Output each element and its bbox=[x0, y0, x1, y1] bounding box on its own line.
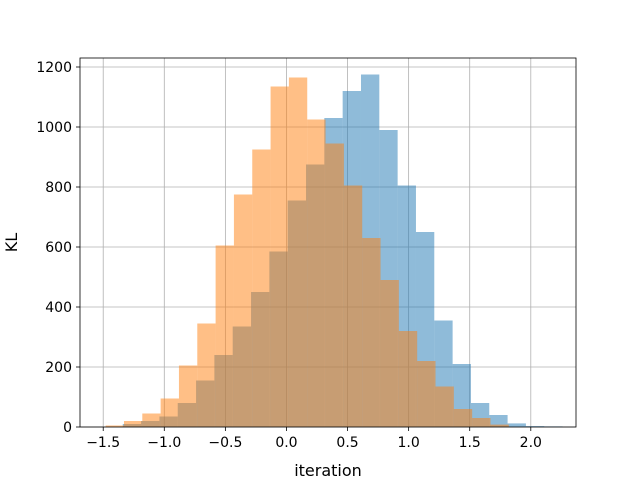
histogram-bar-series-2 bbox=[160, 398, 179, 427]
x-tick-label: −0.5 bbox=[208, 435, 242, 451]
y-axis-label: KL bbox=[2, 233, 21, 252]
y-tick-label: 1200 bbox=[36, 60, 72, 76]
y-tick-label: 0 bbox=[63, 420, 72, 436]
histogram-bar-series-2 bbox=[252, 149, 271, 427]
ticks-layer: −1.5 −1.0 −0.5 0.0 0.5 1.0 1.5 2.0 0 200 400 600 800… bbox=[36, 60, 542, 451]
x-tick-label: 0.0 bbox=[275, 435, 297, 451]
histogram-bar-series-2 bbox=[472, 418, 491, 427]
histogram-bar-series-1 bbox=[525, 426, 545, 427]
histogram-bar-series-2 bbox=[105, 425, 124, 427]
histogram-bar-series-2 bbox=[490, 424, 509, 427]
x-tick-label: −1.5 bbox=[86, 435, 120, 451]
bars-layer bbox=[105, 74, 563, 427]
histogram-bar-series-1 bbox=[489, 415, 508, 427]
histogram-bar-series-2 bbox=[142, 413, 161, 427]
y-tick-label: 400 bbox=[45, 300, 72, 316]
histogram-bar-series-2 bbox=[380, 280, 399, 427]
y-tick-label: 800 bbox=[45, 180, 72, 196]
histogram-bar-series-2 bbox=[123, 421, 143, 427]
plot-frame bbox=[79, 57, 577, 428]
y-tick-label: 200 bbox=[45, 360, 72, 376]
histogram-bar-series-2 bbox=[453, 409, 473, 427]
histogram-bar-series-2 bbox=[270, 86, 289, 427]
histogram-bar-series-2 bbox=[307, 119, 326, 427]
histogram-bar-series-2 bbox=[197, 323, 216, 427]
x-tick-label: 0.5 bbox=[336, 435, 358, 451]
x-axis-label: iteration bbox=[294, 461, 362, 480]
histogram-bar-series-2 bbox=[288, 77, 308, 427]
histogram-bar-series-2 bbox=[362, 238, 381, 427]
histogram-bar-series-2 bbox=[178, 365, 198, 427]
x-tick-label: −1.0 bbox=[147, 435, 181, 451]
x-tick-label: 1.5 bbox=[459, 435, 481, 451]
histogram-bar-series-2 bbox=[343, 185, 363, 427]
x-tick-label: 2.0 bbox=[520, 435, 542, 451]
histogram-bar-series-2 bbox=[325, 143, 344, 427]
histogram-bar-series-1 bbox=[507, 423, 526, 427]
histogram-bar-series-2 bbox=[398, 331, 418, 427]
histogram-bar-series-2 bbox=[417, 361, 436, 427]
y-tick-label: 1000 bbox=[36, 120, 72, 136]
histogram-bar-series-2 bbox=[435, 386, 454, 427]
histogram-bar-series-2 bbox=[233, 194, 253, 427]
x-tick-label: 1.0 bbox=[397, 435, 419, 451]
histogram-bar-series-2 bbox=[215, 245, 234, 427]
y-tick-label: 600 bbox=[45, 240, 72, 256]
